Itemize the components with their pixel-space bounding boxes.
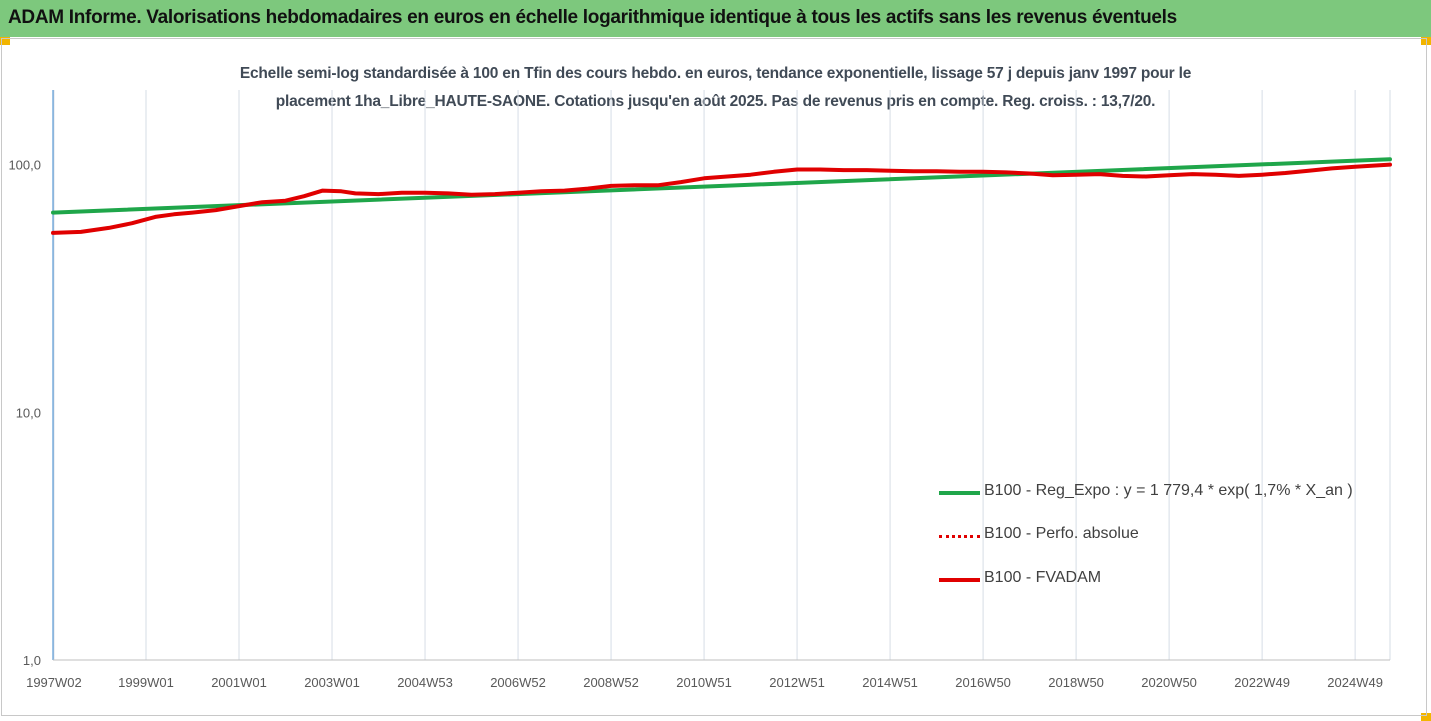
x-tick-label: 2006W52 — [490, 675, 546, 690]
x-tick-label: 2012W51 — [769, 675, 825, 690]
x-tick-label: 2020W50 — [1141, 675, 1197, 690]
y-tick-label: 10,0 — [16, 405, 41, 420]
x-tick-label: 2014W51 — [862, 675, 918, 690]
x-tick-label: 2008W52 — [583, 675, 639, 690]
x-tick-label: 1999W01 — [118, 675, 174, 690]
x-tick-label: 2004W53 — [397, 675, 453, 690]
chart-frame — [1, 38, 1427, 716]
x-tick-label: 2016W50 — [955, 675, 1011, 690]
legend-label: B100 - Perfo. absolue — [984, 525, 1139, 542]
x-tick-label: 1997W02 — [26, 675, 82, 690]
series-line-3 — [51, 162, 1392, 235]
x-tick-label: 2010W51 — [676, 675, 732, 690]
chart-title-line-1: Echelle semi-log standardisée à 100 en T… — [239, 65, 1192, 82]
legend-swatch — [939, 578, 980, 582]
corner-marker-left — [0, 37, 10, 45]
legend-label: B100 - Reg_Expo : y = 1 779,4 * exp( 1,7… — [984, 482, 1353, 499]
legend-swatch — [939, 535, 980, 538]
y-tick-label: 100,0 — [8, 158, 41, 173]
y-tick-label: 1,0 — [23, 653, 41, 668]
legend-swatch — [939, 491, 980, 495]
x-tick-label: 2024W49 — [1327, 675, 1383, 690]
legend-label: B100 - FVADAM — [984, 569, 1102, 586]
x-tick-label: 2022W49 — [1234, 675, 1290, 690]
corner-marker-bottom-right — [1421, 713, 1431, 721]
series-line-1 — [51, 157, 1392, 215]
x-tick-label: 2001W01 — [211, 675, 267, 690]
x-tick-label: 2018W50 — [1048, 675, 1104, 690]
report-title-bar: ADAM Informe. Valorisations hebdomadaire… — [0, 0, 1431, 37]
x-tick-label: 2003W01 — [304, 675, 360, 690]
report-title: ADAM Informe. Valorisations hebdomadaire… — [8, 7, 1177, 28]
chart-title-line-2: placement 1ha_Libre_HAUTE-SAONE. Cotatio… — [275, 93, 1156, 110]
